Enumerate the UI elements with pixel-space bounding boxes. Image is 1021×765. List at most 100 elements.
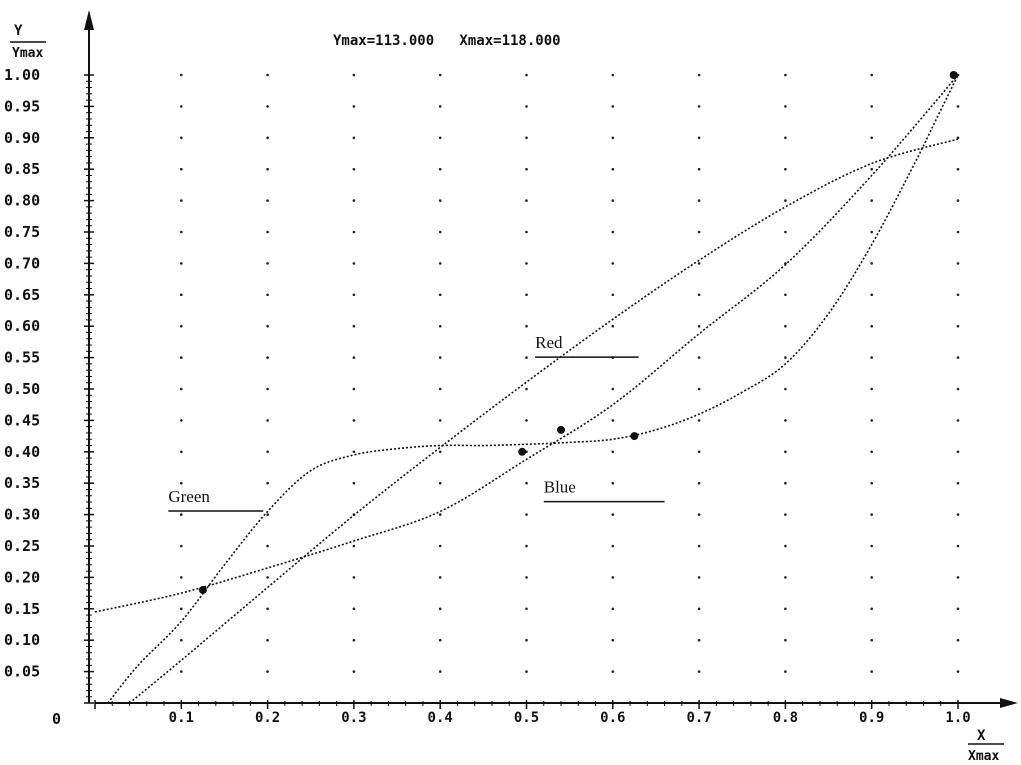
grid-dot [352, 576, 356, 579]
grid-dot [352, 167, 356, 171]
grid-dot [870, 607, 873, 611]
grid-dot [697, 544, 701, 548]
y-tick-label: 0.30 [4, 506, 40, 524]
grid-dot [611, 199, 615, 202]
grid-dot [180, 576, 183, 579]
grid-dot [784, 450, 787, 454]
y-tick-label: 0.20 [4, 568, 40, 586]
grid-dot [611, 638, 615, 642]
grid-dot [352, 419, 356, 422]
grid-dot [784, 136, 787, 140]
grid-dot [180, 105, 183, 108]
grid-dot [956, 199, 960, 202]
grid-dot [438, 450, 442, 454]
grid-dot [956, 576, 960, 579]
y-tick-label: 0.75 [4, 223, 40, 241]
grid-dot [870, 167, 873, 171]
grid-dot [784, 230, 787, 234]
grid-dot [870, 136, 873, 140]
grid-dot [180, 513, 183, 516]
grid-dot [784, 73, 787, 77]
grid-dot [525, 387, 528, 391]
grid-dot [266, 293, 269, 297]
grid-dot [438, 230, 442, 234]
grid-dot [697, 356, 701, 359]
grid-dot [956, 167, 960, 171]
grid-dot [352, 544, 356, 548]
y-axis-arrow [84, 10, 94, 30]
x-tick-label: 0.6 [600, 710, 625, 726]
grid-dot [956, 387, 960, 391]
grid-dot [697, 387, 701, 391]
grid-dot [784, 419, 787, 422]
grid-dot [180, 607, 183, 611]
grid-dot [697, 513, 701, 516]
grid-dot [697, 670, 701, 673]
grid-dot [352, 199, 356, 202]
grid-dot [266, 513, 269, 516]
grid-dot [525, 544, 528, 548]
data-point [198, 585, 207, 594]
grid-dot [870, 356, 873, 359]
grid-dot [180, 450, 183, 454]
grid-dot [525, 356, 528, 359]
grid-dot [870, 230, 873, 234]
grid-dot [438, 105, 442, 108]
grid-dot [525, 167, 528, 171]
grid-dot [180, 136, 183, 140]
grid-dot [611, 481, 615, 485]
grid-dot [870, 324, 873, 328]
grid-dot [525, 607, 528, 611]
grid-dot [611, 293, 615, 297]
grid-dot [784, 105, 787, 108]
x-tick-labels: 0.1 0.2 0.3 0.4 0.5 0.6 0.7 0.8 0.9 1.0 [169, 710, 971, 726]
grid-dot [438, 670, 442, 673]
grid-dot [180, 324, 183, 328]
grid-dot [438, 513, 442, 516]
y-tick-label: 0.95 [4, 97, 40, 115]
data-point [630, 432, 639, 441]
grid-dot [870, 293, 873, 297]
grid-dot [697, 230, 701, 234]
grid-dot [266, 419, 269, 422]
grid-dot [352, 387, 356, 391]
grid-dot [438, 607, 442, 611]
x-tick-label: 0.8 [773, 710, 798, 726]
grid-dot [525, 481, 528, 485]
grid-dot [352, 262, 356, 265]
grid-dot [525, 324, 528, 328]
grid-dot [180, 73, 183, 77]
x-tick-label: 0.5 [514, 710, 539, 726]
grid-dot [352, 136, 356, 140]
grid-dot [611, 670, 615, 673]
grid-dot [697, 167, 701, 171]
grid-dot [525, 262, 528, 265]
grid-dot [180, 638, 183, 642]
y-tick-label: 0.15 [4, 600, 40, 618]
grid-dot [956, 450, 960, 454]
grid-dot [956, 544, 960, 548]
grid-dot [697, 293, 701, 297]
data-point [518, 447, 527, 456]
data-point [557, 425, 566, 434]
grid-dot [180, 293, 183, 297]
grid-dot [697, 324, 701, 328]
grid-dot [784, 670, 787, 673]
x-tick-label: 0.1 [169, 710, 194, 726]
y-tick-label: 0.80 [4, 192, 40, 210]
grid-dot [525, 136, 528, 140]
grid-dot [784, 513, 787, 516]
grid-dot [352, 607, 356, 611]
y-tick-label: 0.25 [4, 537, 40, 555]
grid-dot [697, 73, 701, 77]
grid-dot [611, 324, 615, 328]
grid-dot [352, 670, 356, 673]
grid-dot [697, 262, 701, 265]
grid-dot [956, 293, 960, 297]
grid-dot [525, 670, 528, 673]
series-line-red [129, 138, 959, 704]
y-tick-label: 0.50 [4, 380, 40, 398]
grid-dot [266, 387, 269, 391]
grid-dot [438, 324, 442, 328]
grid-dot [784, 199, 787, 202]
